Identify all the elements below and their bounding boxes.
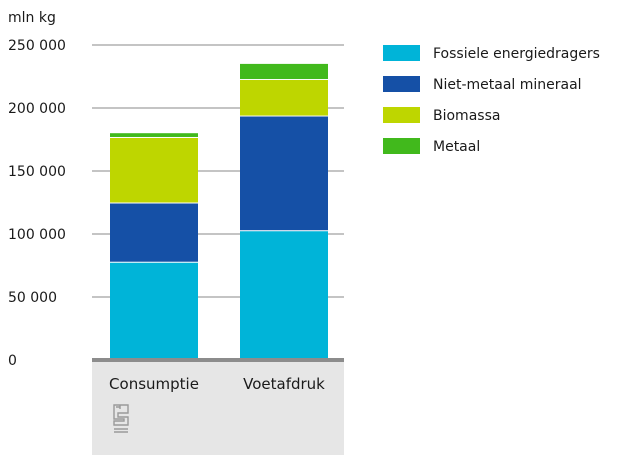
y-tick-label: 200 000 bbox=[8, 101, 66, 117]
legend-label: Metaal bbox=[433, 139, 480, 155]
y-tick-label: 250 000 bbox=[8, 38, 66, 54]
legend-label: Niet-metaal mineraal bbox=[433, 77, 582, 93]
category-band bbox=[92, 360, 344, 455]
y-tick-label: 100 000 bbox=[8, 227, 66, 243]
bar-segment bbox=[110, 202, 198, 262]
legend-label: Biomassa bbox=[433, 108, 500, 124]
bar-segment bbox=[240, 115, 328, 231]
category-label: Voetafdruk bbox=[243, 375, 325, 393]
legend-swatch bbox=[383, 45, 420, 61]
y-tick-label: 0 bbox=[8, 353, 17, 369]
category-labels: Consumptie Voetafdruk bbox=[109, 375, 325, 393]
y-tick-labels: 0 50 000 100 000 150 000 200 000 250 000 bbox=[8, 38, 66, 369]
bar-segment bbox=[110, 133, 198, 137]
legend: Fossiele energiedragers Niet-metaal miner… bbox=[383, 45, 600, 155]
bar-segment bbox=[240, 79, 328, 116]
category-label: Consumptie bbox=[109, 375, 199, 393]
y-tick-label: 50 000 bbox=[8, 290, 57, 306]
y-tick-label: 150 000 bbox=[8, 164, 66, 180]
bars bbox=[110, 63, 328, 360]
bar-segment bbox=[110, 136, 198, 203]
bar-segment bbox=[240, 63, 328, 80]
legend-swatch bbox=[383, 107, 420, 123]
bar-segment bbox=[110, 261, 198, 360]
legend-label: Fossiele energiedragers bbox=[433, 46, 600, 62]
legend-swatch bbox=[383, 138, 420, 154]
bar-segment bbox=[240, 230, 328, 360]
cbs-logo-icon bbox=[113, 404, 129, 433]
legend-swatch bbox=[383, 76, 420, 92]
y-axis-unit-label: mln kg bbox=[8, 10, 56, 26]
